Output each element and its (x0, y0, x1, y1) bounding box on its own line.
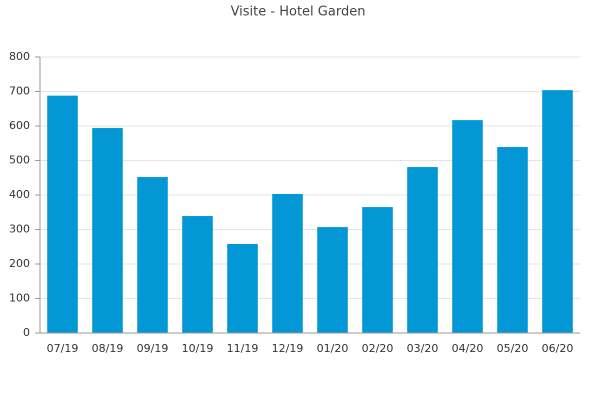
x-tick-label: 02/20 (362, 342, 394, 355)
bar (92, 128, 123, 333)
x-tick-label: 09/19 (137, 342, 169, 355)
x-tick-label: 12/19 (272, 342, 304, 355)
bar (182, 216, 213, 333)
y-tick-label: 300 (9, 223, 30, 236)
x-tick-label: 06/20 (542, 342, 574, 355)
y-tick-label: 800 (9, 50, 30, 63)
x-tick-label: 01/20 (317, 342, 349, 355)
bar (47, 95, 78, 333)
x-tick-label: 11/19 (227, 342, 259, 355)
bar (407, 167, 438, 333)
x-tick-label: 08/19 (92, 342, 124, 355)
bar (317, 227, 348, 333)
y-tick-label: 100 (9, 292, 30, 305)
bar (497, 147, 528, 333)
x-tick-label: 07/19 (47, 342, 79, 355)
bar (227, 243, 258, 333)
chart-title: Visite - Hotel Garden (231, 5, 366, 20)
x-tick-label: 05/20 (497, 342, 529, 355)
y-tick-label: 200 (9, 257, 30, 270)
bar (452, 120, 483, 333)
y-tick-label: 0 (23, 326, 30, 339)
x-tick-label: 10/19 (182, 342, 214, 355)
x-tick-label: 03/20 (407, 342, 439, 355)
bar (362, 207, 393, 333)
y-tick-label: 700 (9, 85, 30, 98)
y-tick-label: 600 (9, 119, 30, 132)
bar (272, 193, 303, 333)
bar (542, 90, 573, 334)
y-tick-label: 500 (9, 154, 30, 167)
y-tick-label: 400 (9, 188, 30, 201)
bar (137, 177, 168, 333)
x-tick-label: 04/20 (452, 342, 484, 355)
